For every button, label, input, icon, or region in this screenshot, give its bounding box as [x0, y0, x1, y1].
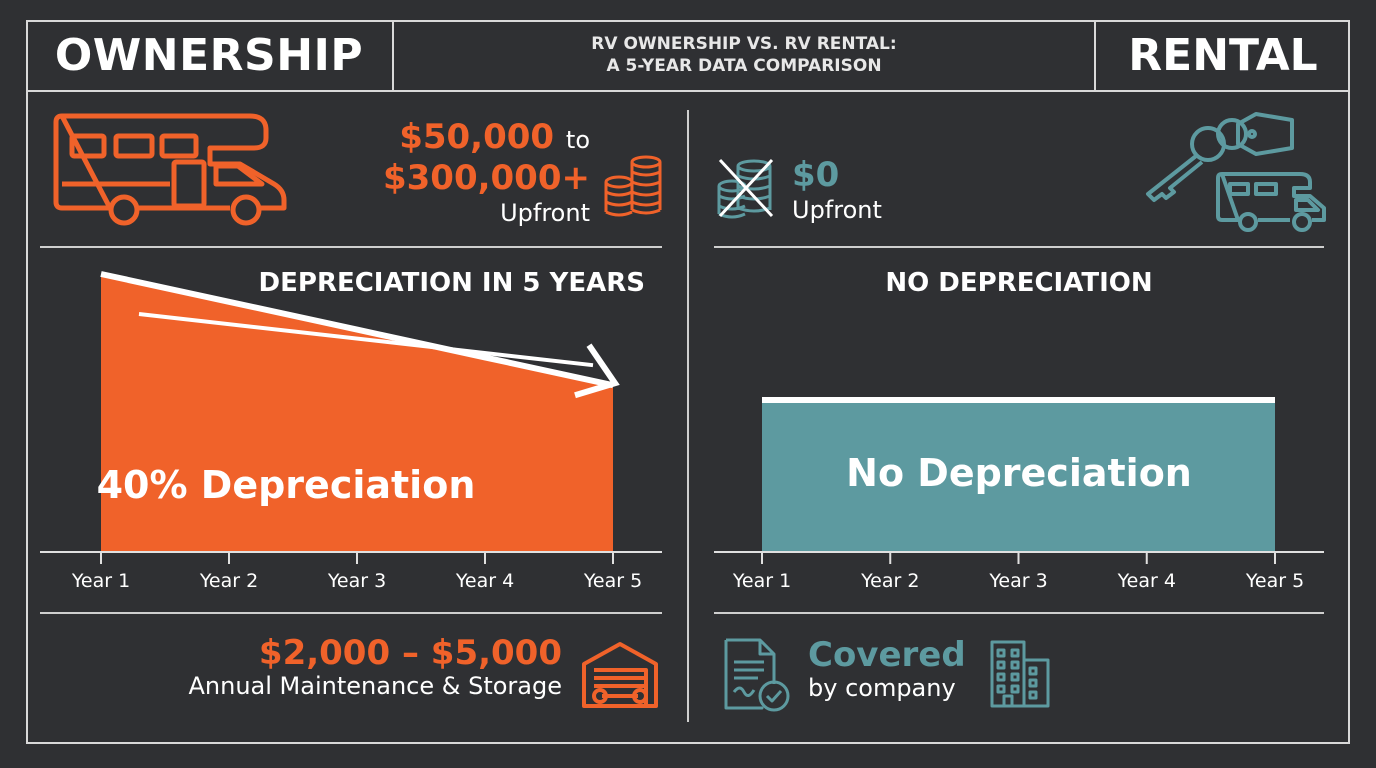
ownership-heading: OWNERSHIP [26, 20, 394, 90]
upfront-connector: to [565, 126, 590, 154]
page-title: RV OWNERSHIP VS. RV RENTAL: A 5-YEAR DAT… [394, 20, 1094, 90]
rental-upfront-amount: $0 [792, 155, 840, 195]
ownership-upfront-amount: $50,000 to [300, 118, 590, 159]
ownership-maintenance-amount: $2,000 – $5,000 [258, 633, 562, 673]
ownership-chart-label: 40% Depreciation [97, 463, 476, 507]
rental-upfront-block: $0 Upfront [792, 156, 882, 224]
upfront-amount-from: $50,000 [399, 117, 555, 157]
rent-x-tick-label: Year 5 [1245, 570, 1304, 592]
title-line-2: A 5-YEAR DATA COMPARISON [606, 56, 882, 76]
own-trend-arrow-shaft [138, 312, 594, 368]
ownership-maintenance-block: $2,000 – $5,000 Annual Maintenance & Sto… [150, 633, 563, 700]
crossed-coins-icon [717, 158, 774, 219]
rental-heading: RENTAL [1094, 20, 1350, 90]
rental-maintenance-amount: Covered [808, 635, 966, 675]
header-bar: OWNERSHIP RV OWNERSHIP VS. RV RENTAL: A … [26, 20, 1350, 92]
ownership-upfront-label: Upfront [500, 199, 590, 227]
motorhome-icon [53, 113, 287, 226]
ownership-depreciation-chart: Year 1 Year 2 Year 3 Year 4 Year 5 40% Depre… [40, 271, 662, 592]
rental-upfront-label: Upfront [792, 196, 882, 224]
own-series-line [100, 271, 614, 389]
rent-area-fill [762, 400, 1275, 552]
garage-wrench-icon [582, 642, 658, 708]
rental-separator-top [714, 246, 1324, 248]
own-area-fill [101, 274, 613, 552]
rental-maintenance-block: Covered by company [808, 636, 966, 702]
office-building-icon [990, 640, 1050, 708]
title-line-1: RV OWNERSHIP VS. RV RENTAL: [591, 34, 897, 54]
ownership-upfront-block: $50,000 to $300,000+ Upfront [300, 118, 590, 227]
rental-depreciation-chart: Year 1 Year 2 Year 3 Year 4 Year 5 No Deprec… [714, 397, 1324, 592]
rent-x-tick-label: Year 4 [1117, 570, 1176, 592]
upfront-amount-to: $300,000+ [382, 158, 590, 198]
own-x-tick-label: Year 5 [583, 570, 642, 592]
ownership-maintenance-label: Annual Maintenance & Storage [188, 672, 563, 700]
infographic-frame [26, 20, 1350, 744]
own-trend-arrow-head [574, 343, 620, 399]
ownership-section-title: DEPRECIATION IN 5 YEARS [258, 268, 645, 298]
own-x-tick-label: Year 4 [455, 570, 514, 592]
document-check-icon [724, 638, 790, 712]
ownership-separator-bottom [40, 612, 662, 614]
rental-maintenance-label: by company [808, 674, 956, 702]
coin-stack-icon [602, 155, 662, 220]
key-tag-rv-icon [1146, 112, 1326, 232]
own-x-tick-label: Year 1 [71, 570, 130, 592]
rent-x-tick-label: Year 2 [860, 570, 919, 592]
center-divider [687, 110, 689, 722]
rent-x-tick-label: Year 3 [988, 570, 1047, 592]
rent-x-tick-label: Year 1 [732, 570, 791, 592]
rental-separator-bottom [714, 612, 1324, 614]
rental-chart-label: No Depreciation [846, 451, 1192, 495]
own-x-tick-label: Year 3 [327, 570, 386, 592]
rental-section-title: NO DEPRECIATION [885, 268, 1153, 298]
ownership-separator-top [40, 246, 662, 248]
own-x-tick-label: Year 2 [199, 570, 258, 592]
